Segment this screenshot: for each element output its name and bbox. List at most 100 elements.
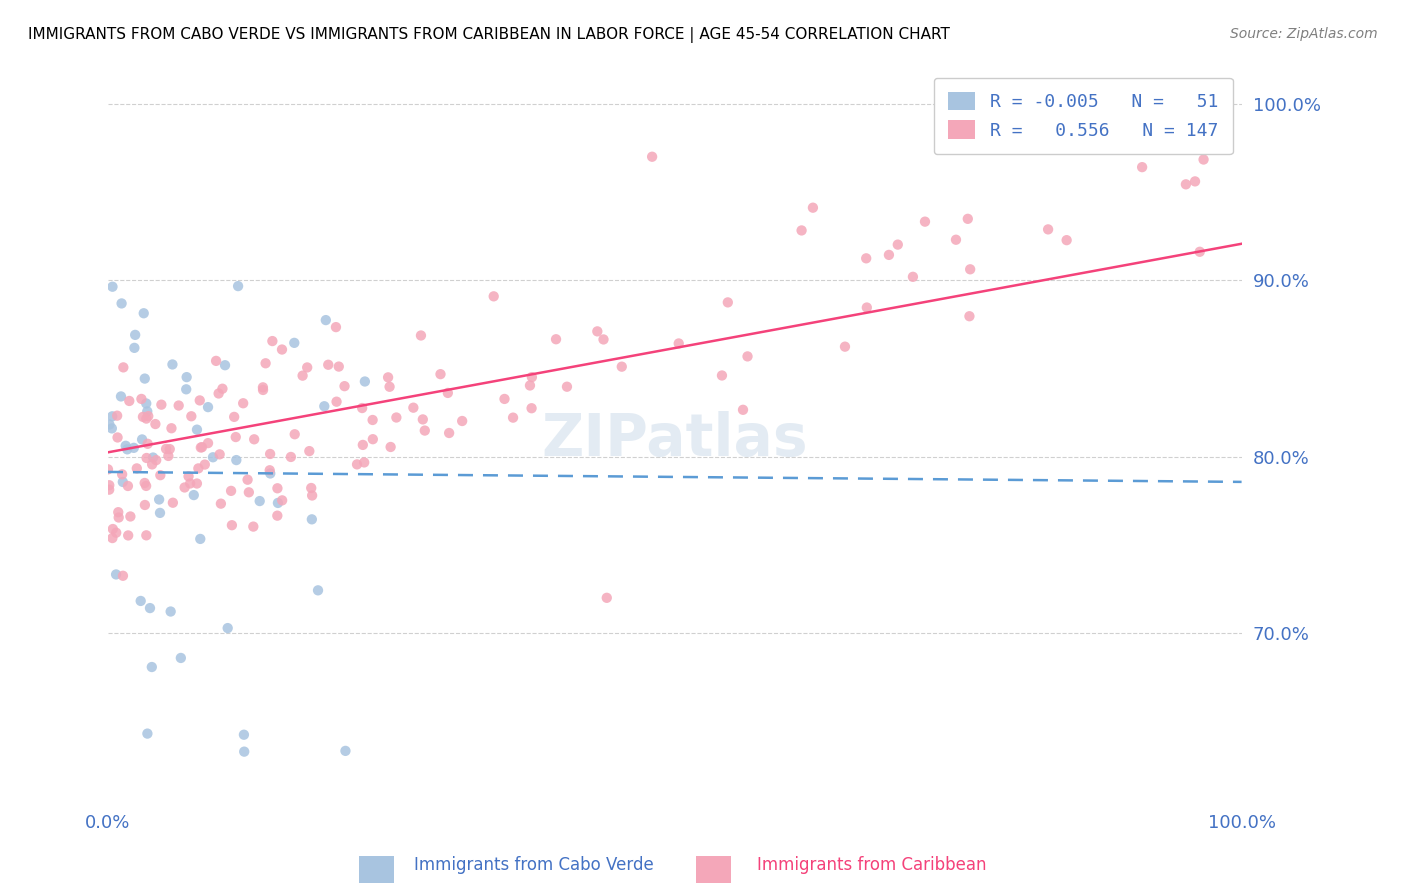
Point [117, 479, 139, 493]
Point [301, 488, 323, 502]
Point [243, 432, 266, 446]
Point [307, 583, 329, 598]
Point [232, 396, 254, 410]
Point [1054, 133, 1077, 147]
Point [188, 532, 211, 546]
Point [385, 410, 408, 425]
Point [191, 440, 214, 454]
Point [1184, 174, 1206, 188]
Point [194, 458, 217, 472]
Point [877, 248, 900, 262]
Point [110, 296, 132, 310]
Point [98, 478, 121, 492]
Point [225, 430, 247, 444]
Point [429, 367, 451, 381]
Point [132, 409, 155, 424]
Point [120, 509, 142, 524]
Point [354, 375, 377, 389]
Point [610, 359, 633, 374]
Point [142, 450, 165, 465]
Point [254, 356, 277, 370]
Point [668, 336, 690, 351]
Point [117, 528, 139, 542]
Point [266, 481, 288, 495]
Point [249, 494, 271, 508]
Point [174, 382, 197, 396]
Point [731, 402, 754, 417]
Point [149, 506, 172, 520]
Point [145, 417, 167, 431]
Point [111, 475, 134, 489]
Point [352, 438, 374, 452]
Point [225, 453, 247, 467]
Point [136, 726, 159, 740]
Point [135, 479, 157, 493]
Point [252, 380, 274, 394]
Text: Immigrants from Cabo Verde: Immigrants from Cabo Verde [415, 856, 654, 874]
Point [186, 423, 208, 437]
Point [346, 458, 368, 472]
Point [259, 463, 281, 477]
Point [520, 370, 543, 384]
Point [214, 358, 236, 372]
Point [134, 498, 156, 512]
Point [141, 458, 163, 472]
Point [252, 383, 274, 397]
Point [201, 450, 224, 465]
Point [134, 475, 156, 490]
Text: Source: ZipAtlas.com: Source: ZipAtlas.com [1230, 27, 1378, 41]
Point [124, 327, 146, 342]
Point [315, 313, 337, 327]
Point [111, 568, 134, 582]
Point [494, 392, 516, 406]
Point [901, 269, 924, 284]
Point [544, 332, 567, 346]
Point [328, 359, 350, 374]
Point [710, 368, 733, 383]
Point [887, 237, 910, 252]
Point [134, 371, 156, 385]
Point [737, 350, 759, 364]
Point [520, 401, 543, 416]
Point [180, 409, 202, 424]
Point [150, 398, 173, 412]
Point [295, 360, 318, 375]
Point [1174, 178, 1197, 192]
Point [188, 393, 211, 408]
Point [280, 450, 302, 464]
Point [111, 467, 134, 482]
Point [271, 493, 294, 508]
Point [325, 320, 347, 334]
Point [298, 444, 321, 458]
Point [451, 414, 474, 428]
Point [131, 392, 153, 406]
Point [259, 467, 281, 481]
Point [101, 421, 124, 435]
Point [187, 461, 209, 475]
Point [98, 483, 121, 497]
Point [1022, 118, 1045, 132]
Point [139, 601, 162, 615]
Point [412, 412, 434, 426]
Point [283, 335, 305, 350]
Point [112, 360, 135, 375]
Point [801, 201, 824, 215]
Point [502, 410, 524, 425]
Point [402, 401, 425, 415]
Point [101, 409, 124, 424]
Point [160, 421, 183, 435]
Point [380, 440, 402, 454]
Point [157, 449, 180, 463]
Point [176, 370, 198, 384]
Point [1194, 125, 1216, 139]
Point [132, 306, 155, 320]
Point [956, 211, 979, 226]
Point [959, 262, 981, 277]
Point [335, 744, 357, 758]
Point [519, 378, 541, 392]
Point [177, 469, 200, 483]
Point [179, 476, 201, 491]
Point [122, 441, 145, 455]
Point [141, 660, 163, 674]
Point [1056, 233, 1078, 247]
